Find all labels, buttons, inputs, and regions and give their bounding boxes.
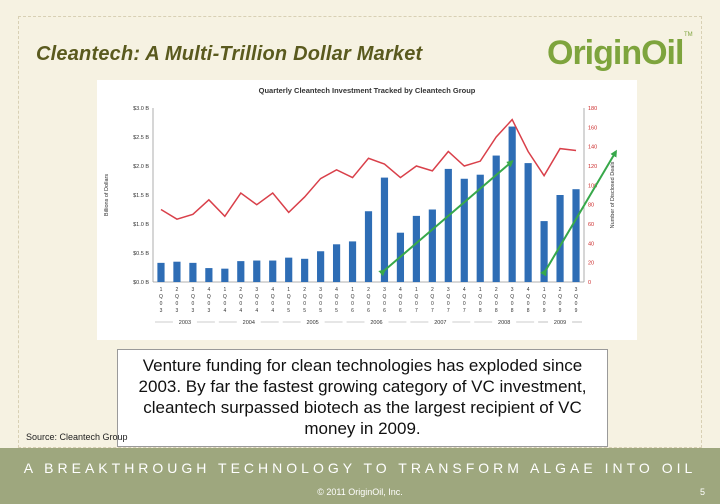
investment-bar — [237, 261, 245, 282]
y-tick-label: $1.5 B — [133, 193, 149, 199]
investment-bar — [380, 177, 389, 282]
investment-bar — [173, 261, 181, 282]
y-axis-label: Billions of Dollars — [104, 174, 110, 216]
y2-tick-label: 0 — [588, 280, 591, 286]
source-note: Source: Cleantech Group — [26, 432, 128, 442]
growth-arrow — [540, 149, 617, 277]
y2-tick-label: 60 — [588, 222, 594, 228]
investment-bar — [540, 221, 548, 282]
y-tick-label: $3.0 B — [133, 106, 149, 112]
deals-line — [160, 118, 577, 220]
investment-bar — [269, 260, 277, 282]
callout-box: Venture funding for clean technologies h… — [117, 349, 608, 447]
investment-bar — [524, 163, 532, 282]
investment-bar — [157, 262, 165, 282]
investment-bar — [444, 168, 452, 282]
y2-tick-label: 80 — [588, 203, 594, 209]
y-tick-label: $1.0 B — [133, 222, 149, 228]
investment-bar — [348, 241, 357, 282]
investment-bar — [572, 189, 580, 282]
y2-tick-label: 120 — [588, 164, 597, 170]
investment-bar — [317, 251, 325, 282]
y-tick-label: $0.0 B — [133, 280, 149, 286]
y2-tick-label: 20 — [588, 261, 594, 267]
footer-banner — [0, 448, 720, 504]
year-label: 2005 — [307, 320, 319, 326]
year-label: 2009 — [554, 320, 566, 326]
y2-axis-label: Number of Disclosed Deals — [610, 161, 616, 228]
slide-frame — [18, 16, 702, 448]
investment-bar — [285, 257, 293, 282]
slide-title: Cleantech: A Multi-Trillion Dollar Marke… — [36, 43, 423, 65]
investment-bar — [364, 211, 373, 282]
year-label: 2004 — [243, 320, 255, 326]
y2-tick-label: 160 — [588, 125, 597, 131]
y2-tick-label: 40 — [588, 241, 594, 247]
investment-bar — [221, 268, 229, 282]
year-label: 2006 — [370, 320, 382, 326]
investment-bar — [189, 262, 197, 282]
investment-chart: Quarterly Cleantech Investment Tracked b… — [97, 80, 637, 340]
year-label: 2007 — [434, 320, 446, 326]
investment-bar — [460, 178, 468, 282]
investment-bar — [253, 260, 261, 282]
logo-text: OriginOil — [547, 34, 684, 72]
copyright: © 2011 OriginOil, Inc. — [317, 487, 403, 497]
page-number: 5 — [700, 487, 706, 497]
investment-bar — [508, 126, 516, 282]
growth-arrow — [378, 160, 514, 277]
y-tick-label: $2.5 B — [133, 135, 149, 141]
y2-tick-label: 180 — [588, 106, 597, 112]
investment-bar — [205, 268, 213, 282]
y-tick-label: $2.0 B — [133, 164, 149, 170]
year-label: 2008 — [498, 320, 510, 326]
y-tick-label: $0.5 B — [133, 251, 149, 257]
investment-bar — [556, 195, 564, 282]
y2-tick-label: 140 — [588, 145, 597, 151]
investment-bar — [332, 244, 341, 282]
tagline: A BREAKTHROUGH TECHNOLOGY TO TRANSFORM A… — [23, 460, 697, 476]
originoil-logo: OriginOil TM — [543, 32, 693, 74]
logo-trademark: TM — [684, 32, 693, 38]
investment-bar — [301, 258, 309, 282]
investment-bar — [412, 215, 420, 282]
investment-bar — [428, 209, 436, 282]
chart-title: Quarterly Cleantech Investment Tracked b… — [259, 86, 476, 95]
year-label: 2003 — [179, 320, 191, 326]
